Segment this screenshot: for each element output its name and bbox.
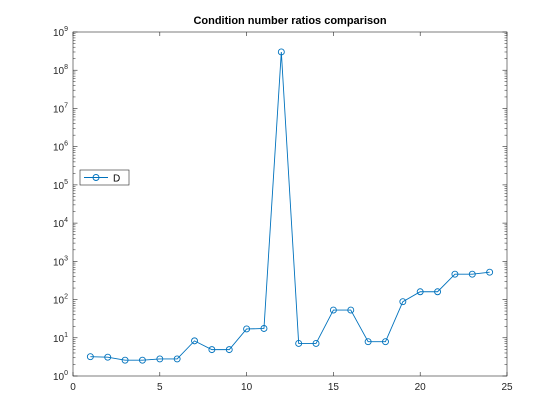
y-tick-exponent: 0 (64, 370, 68, 377)
data-point (104, 353, 112, 361)
y-tick-exponent: 8 (64, 64, 68, 71)
x-tick-label: 25 (501, 382, 513, 393)
y-tick-base: 10 (53, 219, 65, 230)
data-point (451, 270, 459, 278)
data-point (468, 270, 476, 278)
y-tick-label: 104 (53, 217, 68, 230)
y-tick-exponent: 2 (64, 294, 68, 301)
series-layer (86, 48, 494, 364)
data-point (156, 355, 164, 363)
y-tick-label: 107 (53, 102, 68, 115)
y-tick-base: 10 (53, 296, 65, 307)
y-tick-label: 103 (53, 255, 68, 268)
x-tick-label: 10 (241, 382, 253, 393)
data-point (86, 353, 94, 361)
data-point (295, 340, 303, 347)
legend-label: D (113, 174, 120, 185)
data-point (173, 355, 181, 363)
data-point (347, 306, 355, 314)
y-tick-base: 10 (53, 104, 65, 115)
y-tick-label: 100 (53, 370, 68, 383)
y-tick-base: 10 (53, 334, 65, 345)
y-tick-exponent: 9 (64, 26, 68, 33)
data-point (260, 325, 268, 332)
data-point (138, 356, 146, 364)
data-point (416, 288, 424, 296)
x-tick-label: 20 (415, 382, 427, 393)
legend: D (79, 169, 130, 186)
y-tick-base: 10 (53, 28, 65, 39)
data-point (243, 325, 251, 333)
legend-marker-sample (92, 174, 100, 181)
y-tick-label: 102 (53, 294, 68, 307)
x-tick-label: 0 (70, 382, 76, 393)
chart-title: Condition number ratios comparison (193, 15, 386, 27)
y-tick-label: 108 (53, 64, 68, 77)
y-tick-exponent: 4 (64, 217, 68, 224)
data-point (364, 338, 372, 346)
data-point (208, 346, 216, 354)
y-tick-label: 105 (53, 179, 68, 192)
data-point (191, 337, 198, 345)
y-tick-exponent: 5 (64, 179, 68, 186)
data-point (277, 48, 285, 56)
x-axis: 0 5 10 15 20 25 (70, 32, 513, 393)
x-tick-label: 5 (157, 382, 163, 393)
y-tick-exponent: 6 (64, 141, 68, 148)
data-point (121, 356, 129, 364)
data-point (225, 346, 233, 354)
y-tick-exponent: 3 (64, 255, 68, 262)
y-tick-base: 10 (53, 143, 65, 154)
data-point (486, 268, 494, 276)
y-tick-exponent: 1 (64, 332, 68, 339)
y-tick-label: 109 (53, 26, 68, 39)
data-point (399, 298, 407, 306)
y-tick-base: 10 (53, 372, 65, 383)
y-tick-exponent: 7 (64, 102, 68, 109)
data-point (329, 306, 337, 314)
data-point (434, 288, 442, 296)
x-tick-label: 15 (328, 382, 340, 393)
y-tick-label: 106 (53, 141, 68, 154)
data-point (312, 340, 320, 347)
data-point (382, 338, 389, 346)
y-tick-base: 10 (53, 66, 65, 77)
y-tick-base: 10 (53, 181, 65, 192)
y-tick-label: 101 (53, 332, 68, 345)
y-tick-base: 10 (53, 257, 65, 268)
